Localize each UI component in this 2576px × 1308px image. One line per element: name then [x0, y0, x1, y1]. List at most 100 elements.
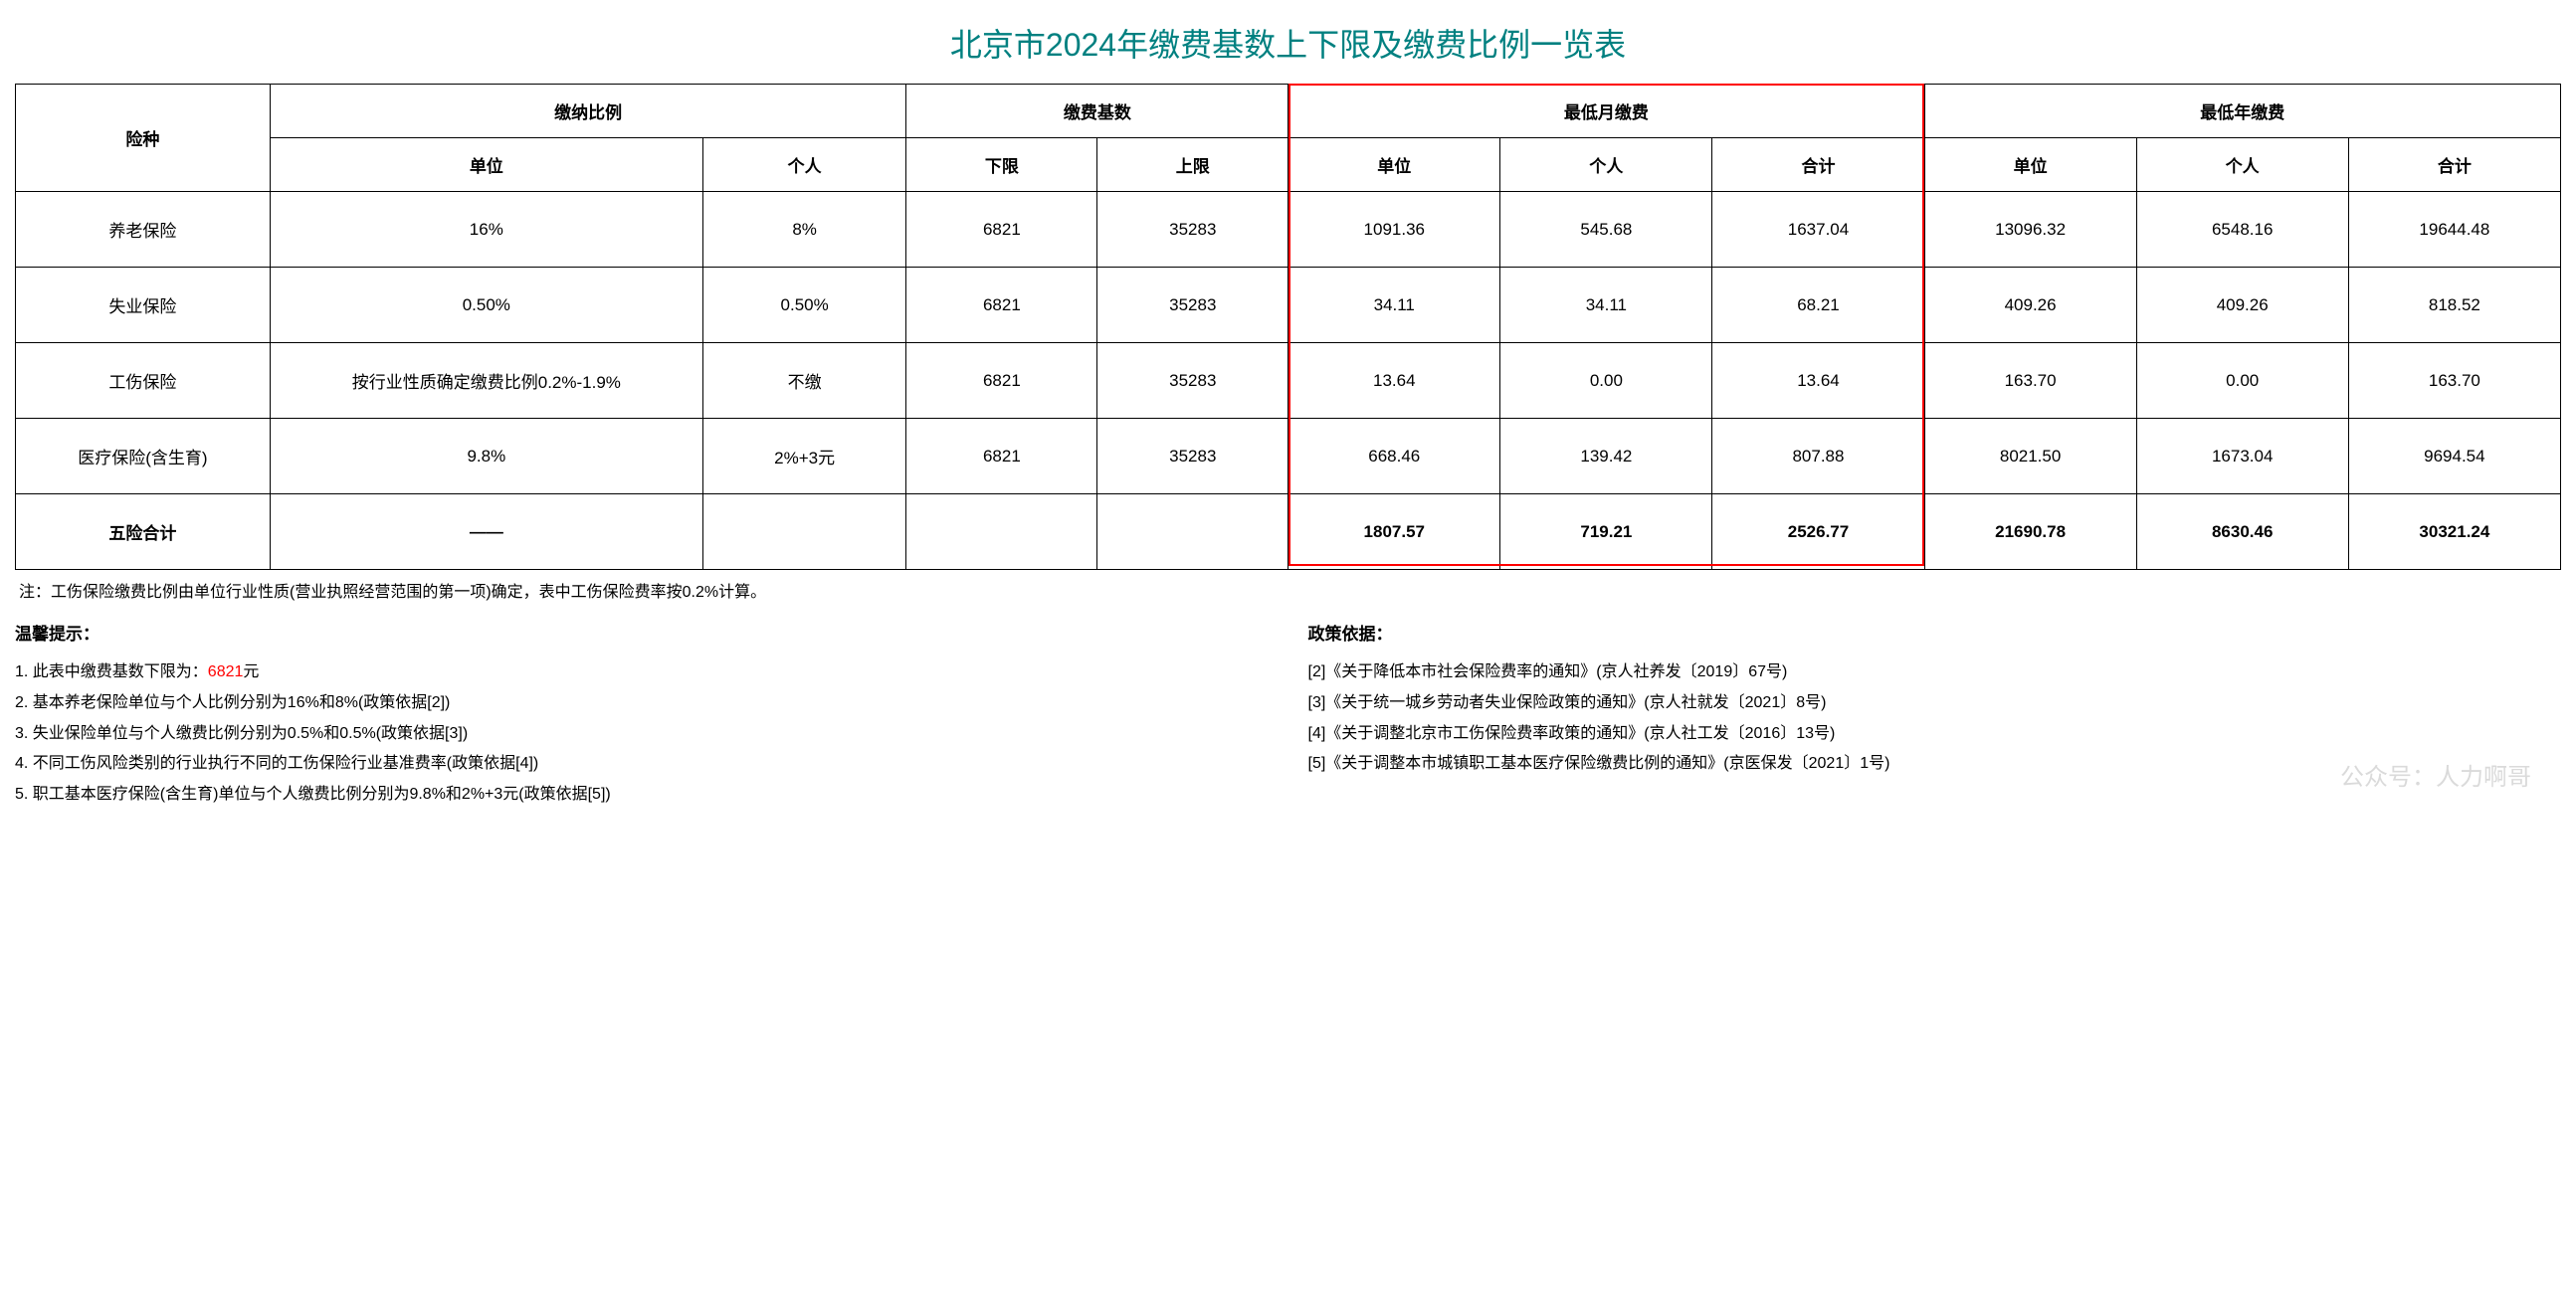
- insurance-table: 险种 缴纳比例 缴费基数 最低月缴费 最低年缴费 单位 个人 下限 上限 单位 …: [15, 84, 2561, 570]
- tip-item: 1. 此表中缴费基数下限为：6821元: [15, 658, 1269, 687]
- cell-year-unit: 409.26: [1924, 268, 2136, 343]
- tips-header: 温馨提示：: [15, 620, 1269, 645]
- cell-ratio-personal: 0.50%: [702, 268, 906, 343]
- table-wrapper: 险种 缴纳比例 缴费基数 最低月缴费 最低年缴费 单位 个人 下限 上限 单位 …: [15, 84, 2561, 570]
- policy-section: 政策依据： [2]《关于降低本市社会保险费率的通知》(京人社养发〔2019〕67…: [1308, 620, 2562, 812]
- cell-total-base-lower: [906, 494, 1097, 570]
- table-row: 失业保险 0.50% 0.50% 6821 35283 34.11 34.11 …: [16, 268, 2561, 343]
- cell-year-personal: 6548.16: [2136, 192, 2348, 268]
- th-type: 险种: [16, 85, 271, 192]
- cell-ratio-personal: 8%: [702, 192, 906, 268]
- tip-red-value: 6821: [208, 663, 244, 680]
- th-base-upper: 上限: [1097, 138, 1288, 192]
- cell-month-total: 68.21: [1712, 268, 1924, 343]
- cell-total-base-upper: [1097, 494, 1288, 570]
- cell-ratio-unit: 按行业性质确定缴费比例0.2%-1.9%: [270, 343, 702, 419]
- cell-month-personal: 34.11: [1500, 268, 1712, 343]
- policy-item: [4]《关于调整北京市工伤保险费率政策的通知》(京人社工发〔2016〕13号): [1308, 720, 2562, 749]
- cell-month-total: 807.88: [1712, 419, 1924, 494]
- tip-item: 3. 失业保险单位与个人缴费比例分别为0.5%和0.5%(政策依据[3]): [15, 720, 1269, 749]
- cell-year-total: 9694.54: [2348, 419, 2560, 494]
- cell-month-total: 13.64: [1712, 343, 1924, 419]
- th-year-personal: 个人: [2136, 138, 2348, 192]
- cell-month-unit: 13.64: [1288, 343, 1500, 419]
- cell-type: 养老保险: [16, 192, 271, 268]
- cell-type: 工伤保险: [16, 343, 271, 419]
- cell-year-personal: 0.00: [2136, 343, 2348, 419]
- th-ratio-personal: 个人: [702, 138, 906, 192]
- cell-year-total: 163.70: [2348, 343, 2560, 419]
- policy-item: [5]《关于调整本市城镇职工基本医疗保险缴费比例的通知》(京医保发〔2021〕1…: [1308, 750, 2562, 779]
- page-title: 北京市2024年缴费基数上下限及缴费比例一览表: [15, 20, 2561, 66]
- total-row: 五险合计 —— 1807.57 719.21 2526.77 21690.78 …: [16, 494, 2561, 570]
- th-month-personal: 个人: [1500, 138, 1712, 192]
- cell-year-total: 818.52: [2348, 268, 2560, 343]
- th-ratio: 缴纳比例: [270, 85, 906, 138]
- tip-prefix: 1. 此表中缴费基数下限为：: [15, 663, 208, 680]
- policy-item: [2]《关于降低本市社会保险费率的通知》(京人社养发〔2019〕67号): [1308, 658, 2562, 687]
- th-base: 缴费基数: [906, 85, 1288, 138]
- table-row: 医疗保险(含生育) 9.8% 2%+3元 6821 35283 668.46 1…: [16, 419, 2561, 494]
- th-year-total: 合计: [2348, 138, 2560, 192]
- cell-month-personal: 139.42: [1500, 419, 1712, 494]
- policy-header: 政策依据：: [1308, 620, 2562, 645]
- cell-ratio-personal: 不缴: [702, 343, 906, 419]
- tip-suffix: 元: [243, 663, 259, 680]
- tip-item: 5. 职工基本医疗保险(含生育)单位与个人缴费比例分别为9.8%和2%+3元(政…: [15, 781, 1269, 810]
- tips-list: 1. 此表中缴费基数下限为：6821元 2. 基本养老保险单位与个人比例分别为1…: [15, 658, 1269, 810]
- cell-month-total: 1637.04: [1712, 192, 1924, 268]
- cell-total-month-personal: 719.21: [1500, 494, 1712, 570]
- cell-type: 失业保险: [16, 268, 271, 343]
- header-row-1: 险种 缴纳比例 缴费基数 最低月缴费 最低年缴费: [16, 85, 2561, 138]
- cell-ratio-unit: 16%: [270, 192, 702, 268]
- cell-year-personal: 409.26: [2136, 268, 2348, 343]
- cell-total-month-total: 2526.77: [1712, 494, 1924, 570]
- cell-base-upper: 35283: [1097, 192, 1288, 268]
- cell-year-unit: 13096.32: [1924, 192, 2136, 268]
- cell-base-upper: 35283: [1097, 343, 1288, 419]
- tip-item: 4. 不同工伤风险类别的行业执行不同的工伤保险行业基准费率(政策依据[4]): [15, 750, 1269, 779]
- cell-month-unit: 1091.36: [1288, 192, 1500, 268]
- cell-year-total: 19644.48: [2348, 192, 2560, 268]
- th-ratio-unit: 单位: [270, 138, 702, 192]
- cell-month-personal: 0.00: [1500, 343, 1712, 419]
- cell-total-month-unit: 1807.57: [1288, 494, 1500, 570]
- cell-month-personal: 545.68: [1500, 192, 1712, 268]
- cell-base-lower: 6821: [906, 343, 1097, 419]
- bottom-section: 温馨提示： 1. 此表中缴费基数下限为：6821元 2. 基本养老保险单位与个人…: [15, 620, 2561, 812]
- cell-type: 医疗保险(含生育): [16, 419, 271, 494]
- th-month-unit: 单位: [1288, 138, 1500, 192]
- table-row: 养老保险 16% 8% 6821 35283 1091.36 545.68 16…: [16, 192, 2561, 268]
- cell-base-upper: 35283: [1097, 419, 1288, 494]
- cell-total-ratio-personal: [702, 494, 906, 570]
- cell-total-type: 五险合计: [16, 494, 271, 570]
- cell-total-ratio-unit: ——: [270, 494, 702, 570]
- policy-list: [2]《关于降低本市社会保险费率的通知》(京人社养发〔2019〕67号) [3]…: [1308, 658, 2562, 779]
- cell-total-year-total: 30321.24: [2348, 494, 2560, 570]
- cell-base-lower: 6821: [906, 419, 1097, 494]
- cell-year-unit: 8021.50: [1924, 419, 2136, 494]
- table-note: 注：工伤保险缴费比例由单位行业性质(营业执照经营范围的第一项)确定，表中工伤保险…: [15, 578, 2561, 602]
- th-base-lower: 下限: [906, 138, 1097, 192]
- tip-item: 2. 基本养老保险单位与个人比例分别为16%和8%(政策依据[2]): [15, 689, 1269, 718]
- cell-base-upper: 35283: [1097, 268, 1288, 343]
- cell-ratio-unit: 0.50%: [270, 268, 702, 343]
- page-container: 北京市2024年缴费基数上下限及缴费比例一览表 险种 缴纳比例: [15, 20, 2561, 812]
- cell-total-year-personal: 8630.46: [2136, 494, 2348, 570]
- table-row: 工伤保险 按行业性质确定缴费比例0.2%-1.9% 不缴 6821 35283 …: [16, 343, 2561, 419]
- cell-year-personal: 1673.04: [2136, 419, 2348, 494]
- cell-year-unit: 163.70: [1924, 343, 2136, 419]
- th-month-total: 合计: [1712, 138, 1924, 192]
- cell-month-unit: 34.11: [1288, 268, 1500, 343]
- th-year-unit: 单位: [1924, 138, 2136, 192]
- cell-total-year-unit: 21690.78: [1924, 494, 2136, 570]
- cell-month-unit: 668.46: [1288, 419, 1500, 494]
- th-min-year: 最低年缴费: [1924, 85, 2560, 138]
- cell-base-lower: 6821: [906, 268, 1097, 343]
- cell-base-lower: 6821: [906, 192, 1097, 268]
- tips-section: 温馨提示： 1. 此表中缴费基数下限为：6821元 2. 基本养老保险单位与个人…: [15, 620, 1269, 812]
- th-min-month: 最低月缴费: [1288, 85, 1924, 138]
- policy-item: [3]《关于统一城乡劳动者失业保险政策的通知》(京人社就发〔2021〕8号): [1308, 689, 2562, 718]
- cell-ratio-unit: 9.8%: [270, 419, 702, 494]
- header-row-2: 单位 个人 下限 上限 单位 个人 合计 单位 个人 合计: [16, 138, 2561, 192]
